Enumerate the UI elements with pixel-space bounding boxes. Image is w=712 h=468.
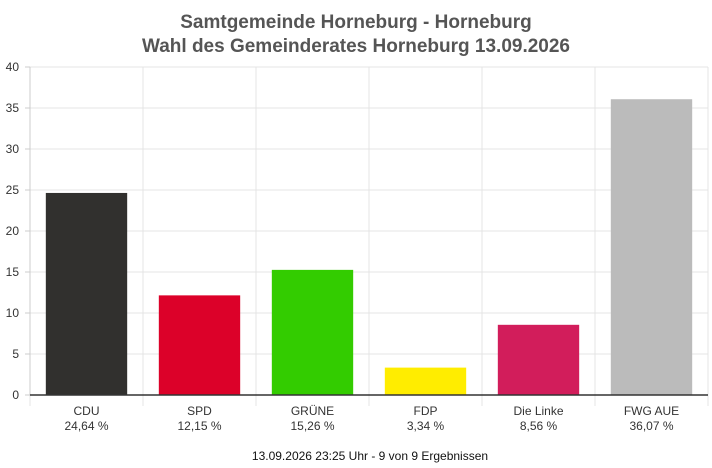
chart-title-line-1: Samtgemeinde Horneburg - Horneburg — [180, 12, 532, 33]
y-tick-label: 35 — [6, 101, 20, 115]
x-category-label: FWG AUE — [624, 404, 679, 418]
x-value-label: 3,34 % — [407, 419, 445, 433]
x-category-label: SPD — [187, 404, 212, 418]
x-value-label: 24,64 % — [64, 419, 108, 433]
chart-title: Samtgemeinde Horneburg - Horneburg Wahl … — [142, 12, 570, 57]
grid-lines — [29, 66, 709, 406]
bar-spd — [158, 295, 241, 395]
y-tick-label: 15 — [6, 265, 20, 279]
x-value-label: 15,26 % — [290, 419, 334, 433]
y-tick-label: 20 — [6, 224, 20, 238]
x-value-label: 36,07 % — [629, 419, 673, 433]
y-tick-label: 30 — [6, 142, 20, 156]
x-category-label: CDU — [74, 404, 100, 418]
bar-gr-ne — [271, 269, 354, 395]
bar-fwg-aue — [610, 99, 693, 395]
footer-text: 13.09.2026 23:25 Uhr - 9 von 9 Ergebniss… — [252, 449, 488, 463]
y-tick-label: 0 — [12, 388, 19, 402]
bars — [45, 99, 693, 395]
bar-die-linke — [497, 324, 580, 395]
y-tick-label: 10 — [6, 306, 20, 320]
x-category-label: FDP — [414, 404, 438, 418]
bar-fdp — [384, 367, 467, 395]
x-value-label: 12,15 % — [177, 419, 221, 433]
bar-cdu — [45, 192, 128, 395]
x-category-label: Die Linke — [513, 404, 563, 418]
x-category-label: GRÜNE — [291, 404, 334, 418]
chart-title-line-2: Wahl des Gemeinderates Horneburg 13.09.2… — [142, 36, 570, 57]
y-axis: 0 5 10 15 20 25 30 35 40 — [6, 60, 31, 402]
x-value-label: 8,56 % — [520, 419, 558, 433]
y-tick-label: 40 — [6, 60, 20, 74]
y-tick-label: 5 — [12, 347, 19, 361]
y-tick-label: 25 — [6, 183, 20, 197]
